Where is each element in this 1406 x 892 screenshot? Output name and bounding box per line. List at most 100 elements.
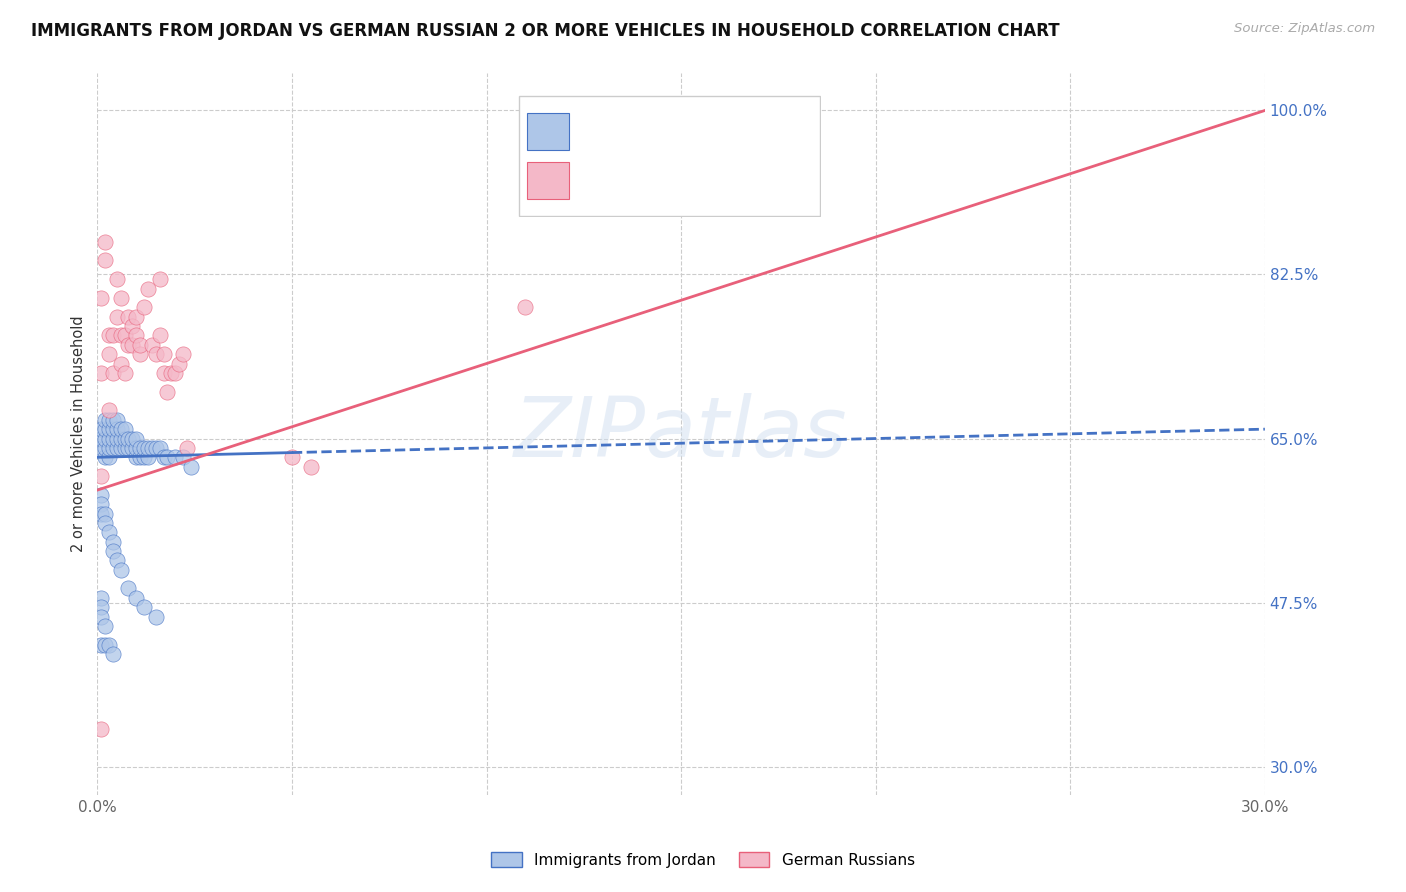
Point <box>94 253 117 268</box>
Point <box>90 441 112 455</box>
Point <box>132 301 155 315</box>
Point <box>90 497 112 511</box>
Point <box>105 553 128 567</box>
Point <box>105 432 128 446</box>
Point <box>90 469 112 483</box>
Point <box>114 432 136 446</box>
Point <box>152 450 174 465</box>
Point <box>101 413 124 427</box>
Point <box>90 638 112 652</box>
Point <box>101 432 124 446</box>
Point <box>98 441 121 455</box>
Point <box>110 563 132 577</box>
Point <box>90 432 112 446</box>
Point <box>129 347 152 361</box>
Point <box>145 347 167 361</box>
Point <box>101 328 124 343</box>
Point <box>129 441 152 455</box>
Point <box>152 347 174 361</box>
Point <box>110 432 132 446</box>
Point <box>117 582 139 596</box>
Point <box>125 328 148 343</box>
Point <box>101 422 124 436</box>
Point <box>94 413 117 427</box>
Point <box>117 310 139 324</box>
Point <box>101 534 124 549</box>
Text: Source: ZipAtlas.com: Source: ZipAtlas.com <box>1234 22 1375 36</box>
Point <box>132 441 155 455</box>
Point <box>114 328 136 343</box>
Point <box>125 591 148 605</box>
Point <box>125 310 148 324</box>
Point <box>136 441 159 455</box>
Point <box>110 328 132 343</box>
Point <box>132 600 155 615</box>
Point <box>105 310 128 324</box>
Point <box>94 516 117 530</box>
Point <box>125 450 148 465</box>
Point <box>125 441 148 455</box>
Point <box>105 413 128 427</box>
Point <box>165 450 187 465</box>
Point <box>281 450 304 465</box>
Point <box>98 638 121 652</box>
Point <box>125 432 148 446</box>
Point <box>110 422 132 436</box>
Point <box>101 544 124 558</box>
Point <box>132 450 155 465</box>
Point <box>90 488 112 502</box>
Point <box>98 413 121 427</box>
Point <box>152 366 174 380</box>
Point <box>98 328 121 343</box>
Point <box>165 366 187 380</box>
Point <box>515 301 537 315</box>
Point <box>98 432 121 446</box>
Point <box>167 357 190 371</box>
Point <box>160 366 183 380</box>
Point <box>117 432 139 446</box>
Point <box>94 638 117 652</box>
Y-axis label: 2 or more Vehicles in Household: 2 or more Vehicles in Household <box>72 316 86 552</box>
Point <box>129 338 152 352</box>
Point <box>121 432 143 446</box>
Point <box>94 235 117 249</box>
Point <box>156 384 179 399</box>
Point <box>90 600 112 615</box>
Point <box>98 450 121 465</box>
Point <box>98 347 121 361</box>
Point <box>101 441 124 455</box>
Point <box>180 459 202 474</box>
Point <box>110 441 132 455</box>
Point <box>90 609 112 624</box>
Point <box>172 450 194 465</box>
Point <box>299 459 322 474</box>
Point <box>136 450 159 465</box>
Point <box>145 609 167 624</box>
Point <box>110 357 132 371</box>
Point <box>98 525 121 540</box>
Point <box>172 347 194 361</box>
Point <box>94 619 117 633</box>
Point <box>90 507 112 521</box>
Point <box>114 422 136 436</box>
Point <box>117 441 139 455</box>
Point <box>94 432 117 446</box>
Point <box>121 441 143 455</box>
Point <box>94 441 117 455</box>
Point <box>149 272 172 286</box>
Point <box>121 319 143 334</box>
Point <box>105 441 128 455</box>
Point <box>136 281 159 295</box>
Point <box>114 441 136 455</box>
Point <box>101 647 124 661</box>
Legend: Immigrants from Jordan, German Russians: Immigrants from Jordan, German Russians <box>485 846 921 873</box>
Point <box>156 450 179 465</box>
Point <box>101 366 124 380</box>
Point <box>94 507 117 521</box>
Text: ZIPatlas: ZIPatlas <box>515 393 848 475</box>
Point <box>129 450 152 465</box>
Point <box>176 441 198 455</box>
Point <box>90 722 112 736</box>
Point <box>110 291 132 305</box>
Point <box>141 441 163 455</box>
